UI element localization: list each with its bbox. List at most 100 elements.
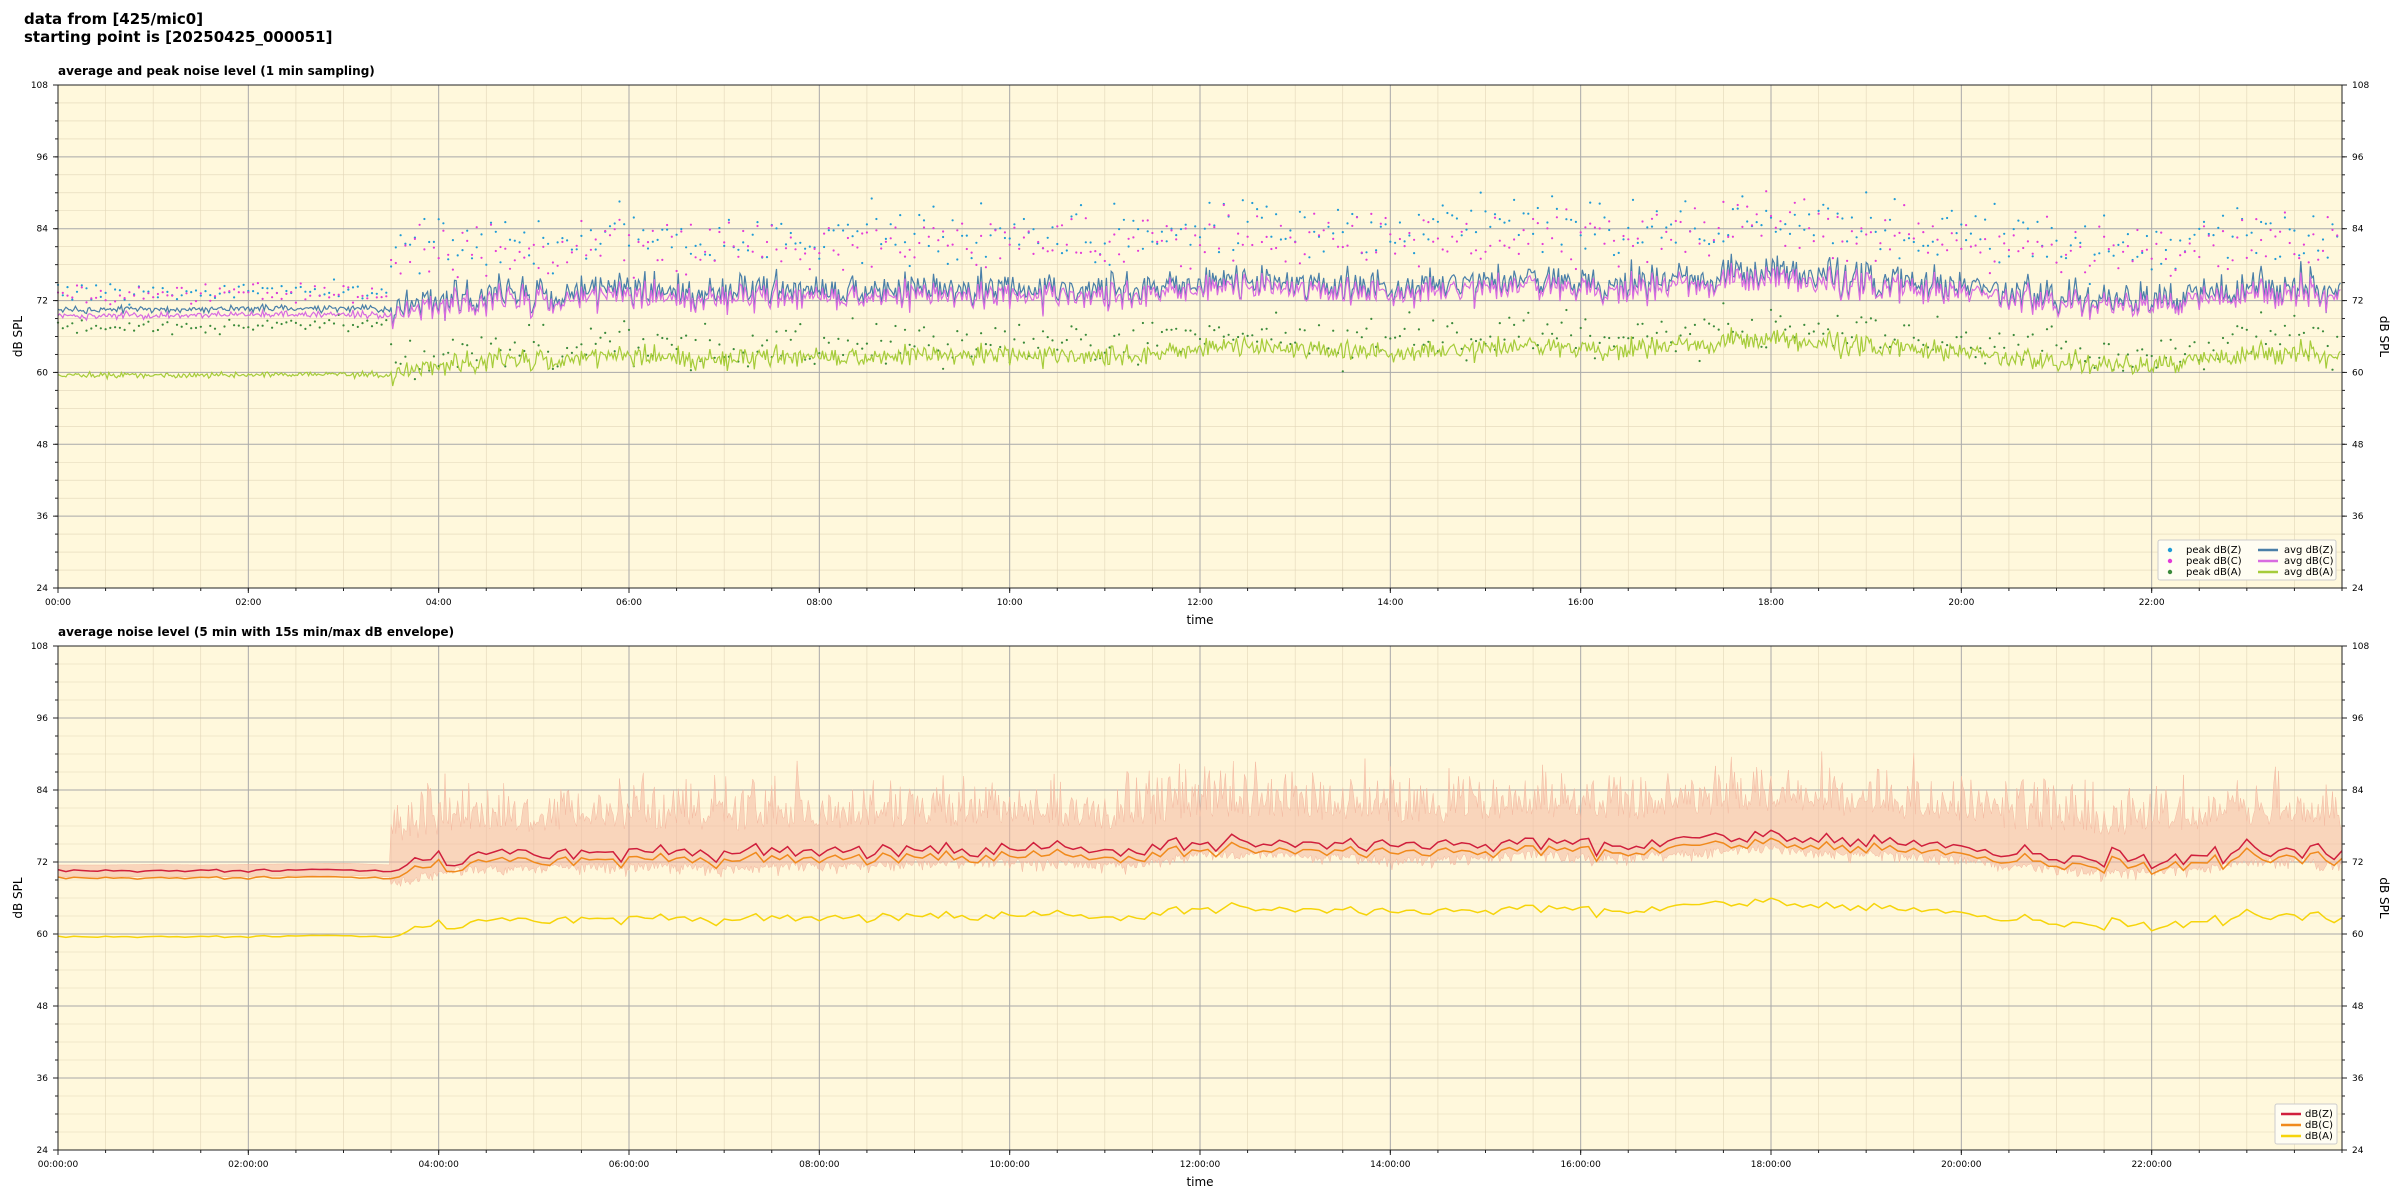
scatter-point bbox=[61, 291, 64, 294]
scatter-point bbox=[1503, 244, 1506, 247]
scatter-point bbox=[2255, 251, 2258, 255]
scatter-point bbox=[594, 248, 597, 251]
scatter-point bbox=[1969, 346, 1972, 349]
scatter-point bbox=[1955, 336, 1958, 339]
scatter-point bbox=[1227, 214, 1230, 217]
scatter-point bbox=[1708, 242, 1711, 246]
scatter-point bbox=[1446, 250, 1449, 253]
scatter-point bbox=[742, 229, 745, 233]
scatter-point bbox=[1003, 330, 1007, 333]
scatter-point bbox=[256, 324, 259, 327]
scatter-point bbox=[1655, 331, 1658, 334]
scatter-point bbox=[1998, 235, 2001, 238]
scatter-point bbox=[994, 229, 997, 232]
scatter-point bbox=[561, 237, 564, 240]
scatter-point bbox=[1584, 226, 1587, 229]
scatter-point bbox=[1570, 334, 1573, 337]
scatter-point bbox=[1532, 232, 1535, 235]
scatter-point bbox=[1436, 220, 1439, 223]
scatter-point bbox=[1722, 302, 1725, 305]
chart-panel-2: 00:00:00 02:00:00 04:00:00 06:00:00 08:00:00… bbox=[11, 625, 2391, 1189]
scatter-point bbox=[1693, 207, 1696, 210]
scatter-point bbox=[975, 263, 978, 266]
scatter-point bbox=[1013, 338, 1016, 341]
scatter-point bbox=[2264, 255, 2267, 258]
scatter-point bbox=[2079, 241, 2082, 244]
scatter-point bbox=[275, 291, 278, 295]
series-avg-db-c- bbox=[57, 262, 2341, 330]
scatter-point bbox=[2169, 338, 2172, 341]
scatter-point bbox=[1398, 221, 1401, 224]
scatter-point bbox=[942, 235, 945, 239]
series-db-c- bbox=[57, 837, 2343, 880]
scatter-point bbox=[1389, 240, 1392, 243]
scatter-point bbox=[751, 334, 754, 337]
scatter-point bbox=[1360, 336, 1363, 339]
scatter-point bbox=[1532, 217, 1535, 221]
scatter-point bbox=[1198, 236, 1202, 239]
scatter-point bbox=[137, 286, 140, 289]
scatter-point bbox=[1646, 260, 1649, 264]
scatter-point bbox=[1246, 220, 1249, 223]
scatter-point bbox=[646, 354, 650, 357]
scatter-point bbox=[2245, 328, 2248, 331]
scatter-point bbox=[2164, 257, 2167, 261]
scatter-point bbox=[1108, 263, 1111, 266]
scatter-point bbox=[1422, 233, 1425, 236]
scatter-point bbox=[95, 296, 98, 299]
scatter-point bbox=[2093, 366, 2096, 369]
scatter-point bbox=[2155, 230, 2158, 233]
scatter-point bbox=[1817, 322, 1820, 325]
scatter-point bbox=[556, 241, 559, 244]
scatter-point bbox=[1079, 204, 1083, 207]
scatter-point bbox=[1451, 322, 1454, 325]
scatter-point bbox=[1565, 208, 1568, 211]
scatter-point bbox=[961, 234, 964, 237]
scatter-point bbox=[347, 286, 350, 289]
scatter-point bbox=[166, 321, 169, 324]
scatter-point bbox=[2041, 245, 2044, 248]
scatter-point bbox=[1317, 324, 1321, 327]
scatter-point bbox=[1256, 208, 1259, 211]
scatter-point bbox=[2036, 240, 2039, 243]
scatter-point bbox=[1413, 238, 1416, 241]
scatter-point bbox=[1037, 240, 1040, 244]
scatter-point bbox=[775, 248, 778, 251]
scatter-point bbox=[1627, 337, 1630, 340]
scatter-point bbox=[561, 240, 564, 243]
scatter-point bbox=[637, 346, 640, 349]
scatter-point bbox=[608, 340, 612, 343]
scatter-point bbox=[661, 336, 664, 340]
scatter-point bbox=[804, 252, 807, 255]
series-avg-db-z- bbox=[57, 253, 2341, 328]
scatter-point bbox=[1865, 321, 1868, 324]
scatter-point bbox=[727, 221, 731, 224]
scatter-point bbox=[1636, 237, 1639, 240]
scatter-point bbox=[2293, 229, 2296, 232]
scatter-point bbox=[80, 284, 83, 287]
scatter-point bbox=[328, 291, 331, 294]
scatter-point bbox=[180, 325, 183, 328]
scatter-point bbox=[370, 325, 374, 328]
scatter-point bbox=[1037, 346, 1040, 349]
scatter-point bbox=[2103, 235, 2106, 238]
scatter-point bbox=[1065, 243, 1068, 246]
scatter-point bbox=[171, 333, 174, 336]
scatter-point bbox=[1598, 341, 1601, 344]
scatter-point bbox=[2198, 255, 2201, 259]
scatter-point bbox=[2274, 235, 2277, 238]
scatter-point bbox=[2193, 341, 2196, 344]
scatter-point bbox=[137, 324, 140, 327]
scatter-point bbox=[1898, 231, 1901, 234]
scatter-point bbox=[90, 297, 93, 300]
scatter-point bbox=[1189, 329, 1192, 332]
y-tick-label: 60 bbox=[37, 930, 49, 940]
scatter-point bbox=[1079, 251, 1083, 254]
x-tick-label: 08:00:00 bbox=[799, 1160, 840, 1170]
scatter-point bbox=[1408, 234, 1411, 237]
scatter-point bbox=[666, 223, 669, 227]
scatter-point bbox=[370, 287, 374, 290]
scatter-point bbox=[742, 351, 745, 354]
scatter-point bbox=[375, 321, 378, 324]
scatter-point bbox=[1722, 200, 1725, 203]
